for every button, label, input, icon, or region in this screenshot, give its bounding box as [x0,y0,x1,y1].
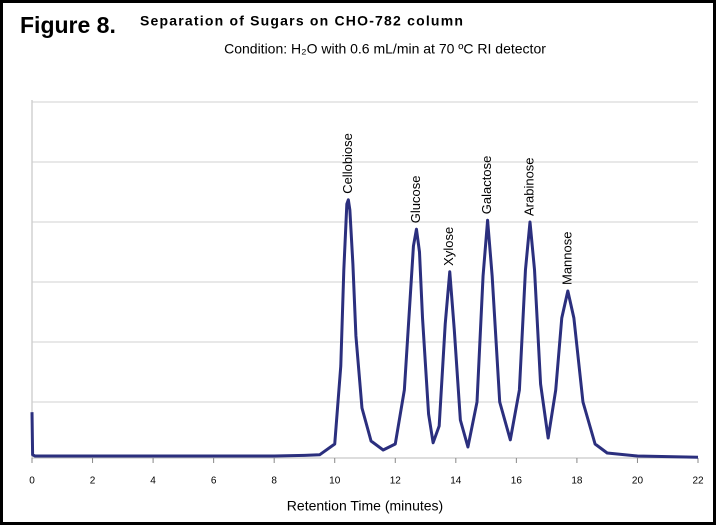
x-tick-label: 2 [90,476,96,487]
chart-title: Separation of Sugars on CHO-782 column [140,13,464,29]
peak-label: Xylose [441,227,456,266]
x-tick-label: 14 [450,476,462,487]
x-tick-label: 10 [329,476,341,487]
x-tick-label: 4 [150,476,156,487]
chart-subtitle: Condition: H₂O with 0.6 mL/min at 70 ºC … [224,41,546,57]
peak-label: Cellobiose [340,133,355,194]
x-tick-label: 22 [692,476,704,487]
peak-label: Arabinose [521,157,536,216]
x-axis-label: Retention Time (minutes) [287,498,443,514]
x-tick-label: 8 [271,476,277,487]
peak-label: Glucose [408,175,423,223]
peak-label: Galactose [479,156,494,215]
x-tick-label: 16 [511,476,523,487]
x-tick-label: 0 [29,476,35,487]
peak-label: Mannose [559,232,574,285]
figure-label: Figure 8. [20,12,116,38]
x-tick-label: 6 [211,476,217,487]
x-tick-label: 20 [632,476,644,487]
x-tick-label: 12 [390,476,402,487]
x-tick-label: 18 [571,476,583,487]
trace [30,198,699,459]
